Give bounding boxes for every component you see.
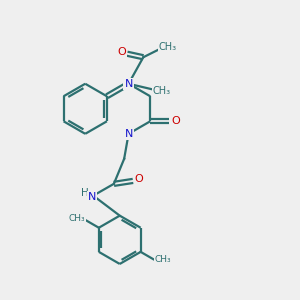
Text: N: N	[88, 192, 96, 202]
Text: CH₃: CH₃	[153, 86, 171, 96]
Text: CH₃: CH₃	[158, 42, 176, 52]
Text: O: O	[171, 116, 180, 126]
Text: CH₃: CH₃	[69, 214, 85, 224]
Text: N: N	[124, 79, 133, 89]
Text: H: H	[81, 188, 89, 198]
Text: O: O	[117, 47, 126, 57]
Text: O: O	[134, 174, 143, 184]
Text: CH₃: CH₃	[154, 255, 171, 264]
Text: N: N	[124, 129, 133, 139]
